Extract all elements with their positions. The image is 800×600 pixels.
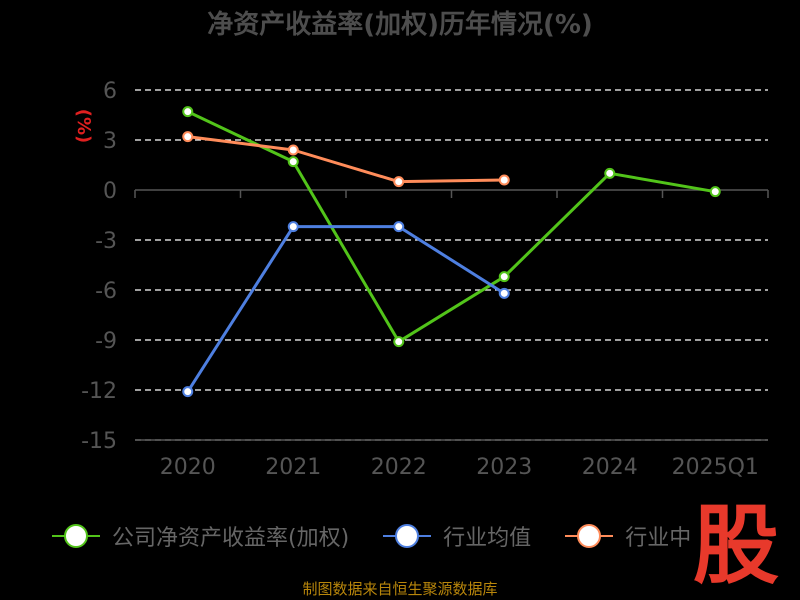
series-1-point: [604, 167, 616, 179]
y-tick-label: 6: [103, 79, 117, 104]
series-2-point: [182, 386, 194, 398]
series-1-point: [182, 106, 194, 118]
x-tick-label: 2023: [476, 455, 532, 480]
y-tick-label: 3: [103, 129, 117, 154]
legend-dot: [395, 524, 420, 548]
series-2-point: [287, 221, 299, 233]
legend-label: 行业中: [625, 526, 692, 551]
chart-title: 净资产收益率(加权)历年情况(%): [207, 10, 593, 40]
series-1-point: [287, 156, 299, 168]
series-3-point: [498, 174, 510, 186]
legend-dot: [577, 524, 602, 548]
series-1-point: [709, 186, 721, 198]
legend-marker: [565, 524, 614, 548]
y-axis-title: (%): [73, 109, 94, 144]
legend-item[interactable]: 行业均值: [383, 520, 531, 552]
series-1-point: [393, 336, 405, 348]
series-line-1: [187, 110, 716, 344]
legend-marker: [52, 524, 100, 548]
series-line-2: [186, 225, 506, 393]
series-2-point: [498, 287, 510, 299]
series-2-point: [393, 221, 405, 233]
legend-marker: [383, 524, 432, 548]
x-tick-label: 2022: [371, 455, 427, 480]
legend-dot: [64, 524, 88, 548]
legend-label: 公司净资产收益率(加权): [112, 526, 350, 551]
legend-item[interactable]: 行业中: [565, 520, 691, 552]
chart-legend: 公司净资产收益率(加权) 行业均值 行业中: [52, 516, 800, 556]
y-tick-label: 0: [103, 179, 117, 204]
series-1-point: [498, 271, 510, 283]
legend-label: 行业均值: [443, 526, 532, 551]
x-tick-label: 2021: [265, 455, 321, 480]
source-note: 制图数据来自恒生聚源数据库: [302, 580, 498, 598]
series-3-point: [182, 131, 194, 143]
x-tick-label: 2025Q1: [672, 455, 759, 480]
legend-item[interactable]: 公司净资产收益率(加权): [52, 520, 349, 552]
y-tick-label: -9: [95, 329, 117, 354]
series-3-point: [287, 144, 299, 156]
series-line-3: [187, 135, 505, 184]
x-tick-label: 2024: [582, 455, 638, 480]
series-3-point: [393, 176, 405, 188]
x-tick-label: 2020: [160, 455, 216, 480]
logo: 股: [693, 496, 779, 596]
y-tick-label: -12: [81, 379, 117, 404]
y-tick-label: -6: [95, 279, 117, 304]
y-tick-label: -3: [95, 229, 117, 254]
y-tick-label: -15: [81, 429, 117, 454]
